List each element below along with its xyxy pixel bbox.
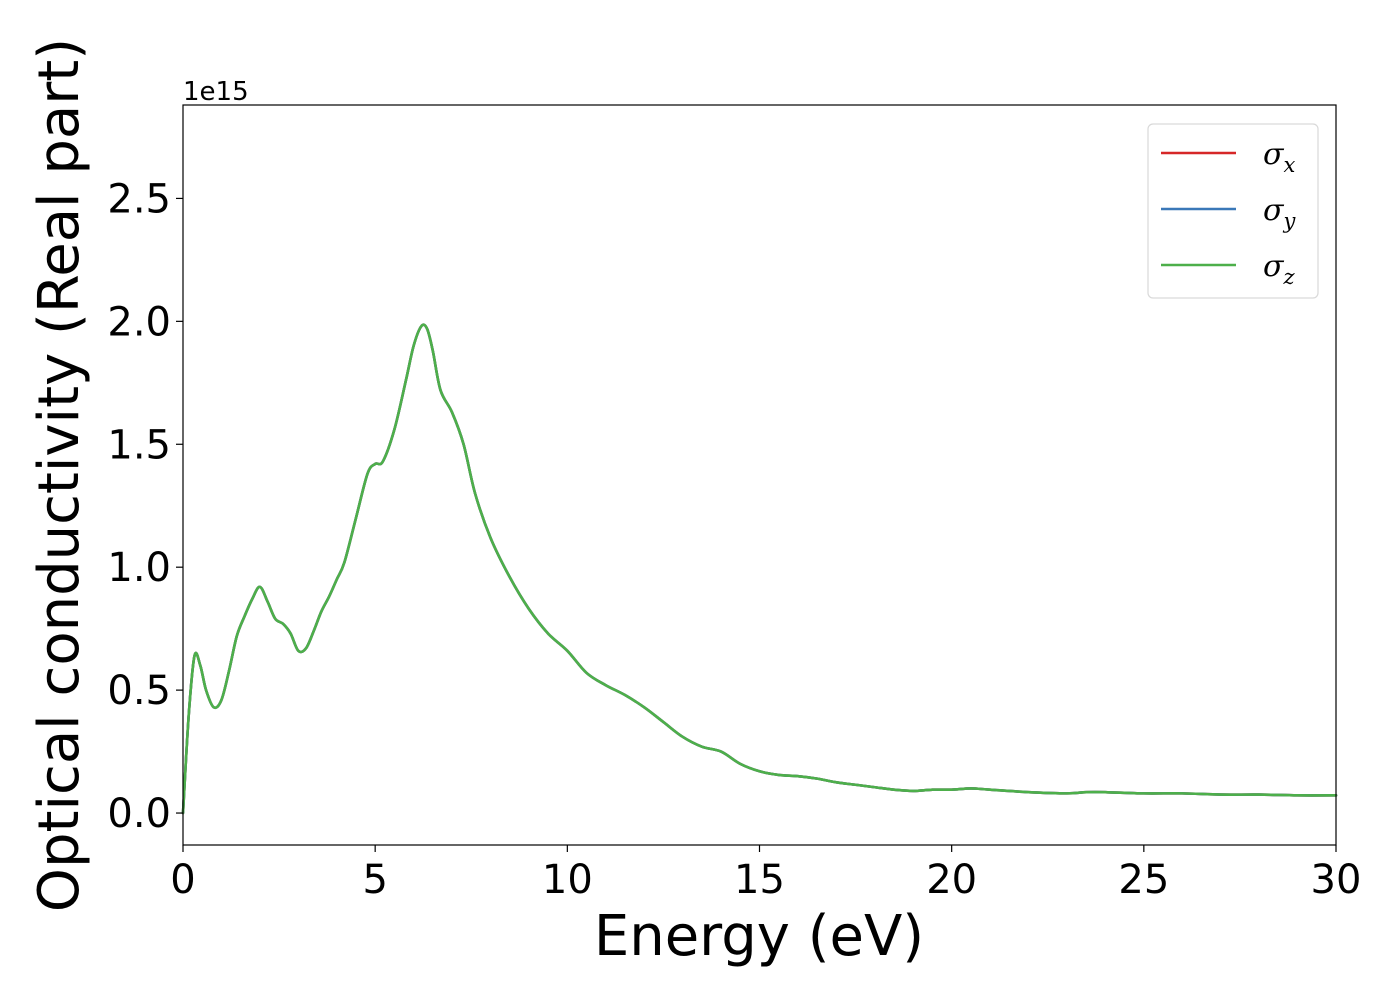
y-tick-label: 2.0 <box>107 299 171 345</box>
x-axis-ticks: 0 5 10 15 20 25 30 <box>170 845 1361 903</box>
y-tick-label: 1.0 <box>107 545 171 591</box>
legend-box <box>1147 123 1319 299</box>
y-tick-label: 2.5 <box>107 176 171 222</box>
legend-label-x: σx <box>1263 137 1295 177</box>
x-tick-label: 20 <box>926 857 977 903</box>
y-tick-label: 1.5 <box>107 422 171 468</box>
x-tick-label: 25 <box>1118 857 1169 903</box>
x-tick-label: 30 <box>1311 857 1362 903</box>
x-axis-label: Energy (eV) <box>594 904 924 969</box>
y-axis-offset-text: 1e15 <box>183 77 249 107</box>
legend-label-z: σz <box>1263 249 1295 289</box>
y-tick-label: 0.0 <box>107 791 171 837</box>
x-tick-label: 0 <box>170 857 195 903</box>
legend-label-y: σy <box>1263 193 1296 233</box>
legend: σx σy σz <box>1147 123 1319 299</box>
series-line-z <box>181 323 1338 815</box>
y-axis-label: Optical conductivity (Real part) <box>27 38 92 912</box>
x-tick-label: 15 <box>734 857 785 903</box>
x-tick-label: 5 <box>362 857 387 903</box>
y-axis-ticks: 0.0 0.5 1.0 1.5 2.0 2.5 <box>107 176 183 837</box>
x-tick-label: 10 <box>542 857 593 903</box>
series-layer <box>181 323 1338 815</box>
y-tick-label: 0.5 <box>107 668 171 714</box>
